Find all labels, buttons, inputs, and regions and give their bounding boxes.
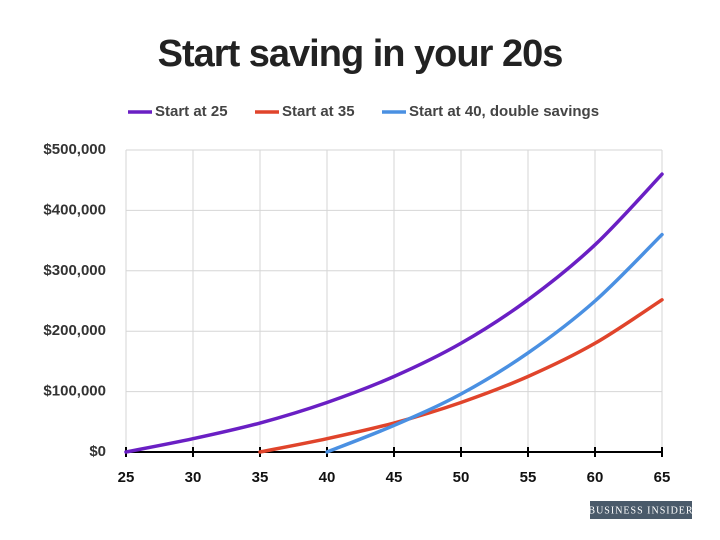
y-tick-label: $500,000 <box>43 141 106 158</box>
series-line <box>325 232 664 454</box>
x-tick-label: 55 <box>520 469 537 486</box>
y-tick-label: $200,000 <box>43 322 106 339</box>
legend: Start at 25 Start at 35 Start at 40, doubl… <box>128 103 599 120</box>
y-tick-label: $400,000 <box>43 201 106 218</box>
y-tick-label: $100,000 <box>43 383 106 400</box>
legend-label: Start at 35 <box>282 103 355 120</box>
x-tick-label: 35 <box>252 469 269 486</box>
x-tick-label: 45 <box>386 469 403 486</box>
legend-label: Start at 40, double savings <box>409 103 599 120</box>
source: BUSINESS INSIDER <box>588 505 693 516</box>
chart-title: Start saving in your 20s <box>158 33 563 75</box>
x-tick-label: 60 <box>587 469 604 486</box>
y-tick-label: $300,000 <box>43 262 106 279</box>
source-box <box>590 501 692 519</box>
x-tick-label: 40 <box>319 469 336 486</box>
series-line <box>258 298 664 454</box>
x-tick-label: 25 <box>118 469 135 486</box>
y-tick-label: $0 <box>89 443 106 460</box>
series-line <box>124 172 664 454</box>
x-tick-label: 65 <box>654 469 671 486</box>
x-tick-label: 30 <box>185 469 202 486</box>
legend-label: Start at 25 <box>155 103 228 120</box>
x-tick-label: 50 <box>453 469 470 486</box>
